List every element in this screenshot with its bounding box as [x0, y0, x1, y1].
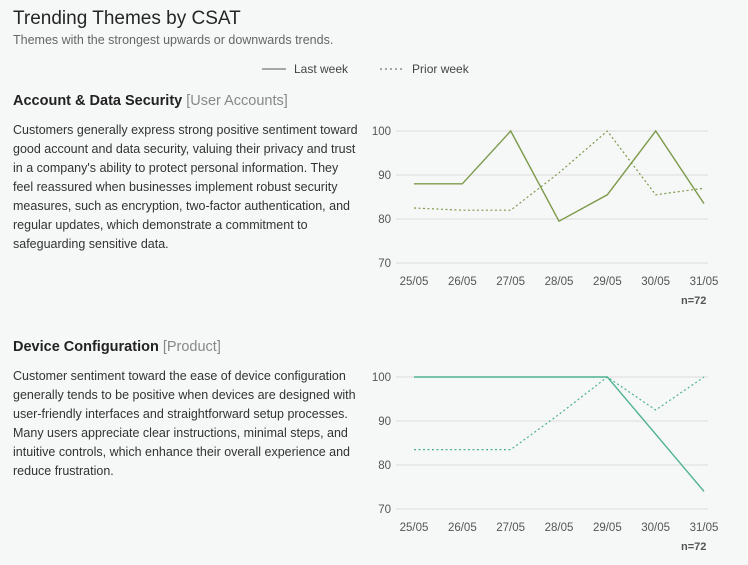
y-tick-label: 90 [378, 170, 391, 182]
x-tick-label: 28/05 [545, 276, 574, 288]
x-tick-label: 26/05 [448, 522, 477, 534]
dashed-line-swatch-icon [380, 68, 405, 70]
line-chart-device-configuration: 70 80 90 100 25/05 26/05 27/05 28/05 29/05 30/05 3… [372, 372, 719, 534]
x-tick-label: 25/05 [400, 522, 429, 534]
series-line-last-week [414, 129, 705, 223]
sample-size-label: n=72 [681, 541, 707, 553]
legend-item-last-week: Last week [262, 62, 348, 76]
y-tick-label: 80 [378, 460, 391, 472]
page-subtitle: Themes with the strongest upwards or dow… [13, 33, 334, 47]
y-tick-label: 100 [372, 126, 391, 138]
section-tag: [User Accounts] [186, 93, 288, 109]
line-chart-account-data-security: 70 80 90 100 25/05 26/05 27/05 28/05 29/05 30/05 3… [372, 126, 719, 288]
y-tick-label: 70 [378, 258, 391, 270]
x-tick-label: 30/05 [641, 276, 670, 288]
x-tick-label: 26/05 [448, 276, 477, 288]
x-tick-label: 28/05 [545, 522, 574, 534]
x-tick-label: 27/05 [496, 522, 525, 534]
page-title: Trending Themes by CSAT [13, 8, 241, 29]
y-tick-label: 80 [378, 214, 391, 226]
section-title-device-configuration: Device Configuration [Product] [13, 339, 221, 355]
x-tick-label: 31/05 [690, 522, 719, 534]
x-tick-label: 29/05 [593, 522, 622, 534]
chart-legend: Last week Prior week [262, 62, 501, 76]
x-tick-label: 30/05 [641, 522, 670, 534]
series-line-prior-week [414, 376, 705, 451]
y-tick-label: 90 [378, 416, 391, 428]
legend-label-prior-week: Prior week [412, 62, 469, 76]
y-tick-label: 70 [378, 504, 391, 516]
legend-label-last-week: Last week [294, 62, 349, 76]
section-name: Device Configuration [13, 339, 159, 355]
x-tick-label: 31/05 [690, 276, 719, 288]
series-line-prior-week [413, 130, 705, 211]
solid-line-swatch-icon [262, 68, 286, 70]
x-tick-label: 29/05 [593, 276, 622, 288]
series-line-last-week [414, 376, 705, 492]
section-description: Customers generally express strong posit… [13, 123, 358, 251]
y-tick-label: 100 [372, 372, 391, 384]
x-tick-label: 25/05 [400, 276, 429, 288]
legend-item-prior-week: Prior week [380, 62, 469, 76]
x-tick-label: 27/05 [496, 276, 525, 288]
section-tag: [Product] [162, 339, 221, 355]
sample-size-label: n=72 [681, 295, 707, 307]
section-name: Account & Data Security [13, 93, 183, 109]
section-title-account-data-security: Account & Data Security [User Accounts] [13, 93, 288, 109]
section-description: Customer sentiment toward the ease of de… [13, 369, 356, 478]
